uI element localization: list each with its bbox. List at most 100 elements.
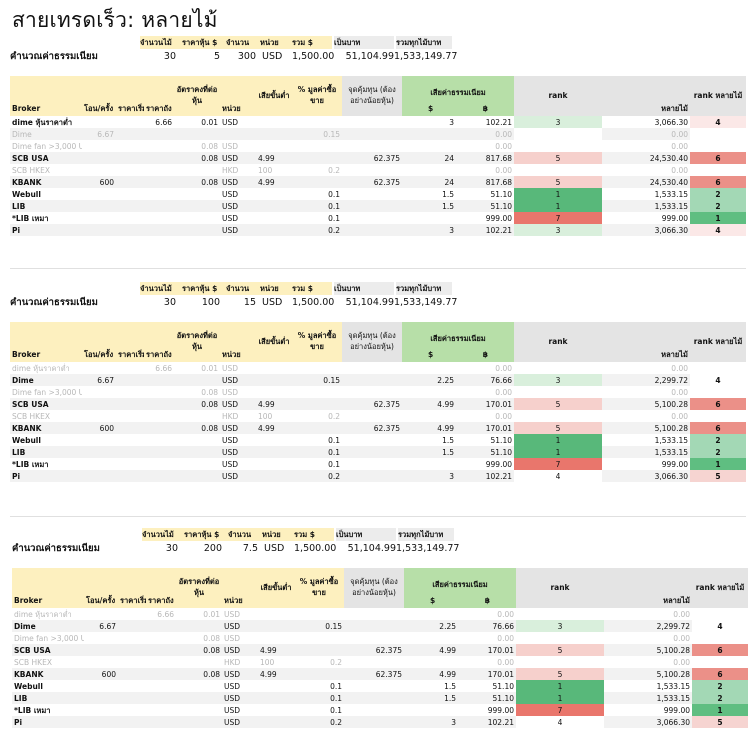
fee-thb-cell: 999.00 (485, 459, 512, 469)
col-fee-title: เสียค่าธรรมเนียม (432, 580, 488, 589)
min-loss-cell (256, 188, 292, 200)
summary-total: 1,500.00 (294, 543, 337, 554)
table-row: KBANK 600 0.08 USD 4.99 62.375 4.99 170.01 5 5,10… (10, 422, 746, 434)
per-order-cell (84, 656, 118, 668)
rate-cell: 0.08 (174, 176, 220, 188)
pct-cell (292, 422, 342, 434)
fee-block-1: จำนวนไม้ ราคาหุ้น $ จำนวน หน่วย รวม $ เป… (10, 36, 746, 236)
rank-cell (514, 410, 602, 422)
table-row: Pi USD 0.2 3 102.21 4 3,066.30 5 (10, 470, 746, 482)
col-fee-usd: $ (430, 596, 436, 605)
breakeven-cell (344, 656, 404, 668)
unit-cell: HKD (222, 411, 239, 421)
pct-cell: 0.1 (292, 200, 342, 212)
fee-thb-cell: 0.00 (495, 141, 512, 151)
rank-multi-cell: 6 (692, 668, 748, 680)
fee-thb-cell: 51.10 (490, 435, 512, 445)
multi-cell: 3,066.30 (602, 224, 690, 236)
pct-cell: 0.2 (292, 470, 342, 482)
broker-cell: Dime fan >3,000 USD (14, 633, 84, 643)
min-loss-cell (258, 704, 294, 716)
header-qty: จำนวน (228, 528, 262, 541)
summary-bar: จำนวนไม้ ราคาหุ้น $ จำนวน หน่วย รวม $ เป… (10, 282, 746, 314)
broker-cell: Webull (12, 435, 41, 445)
breakeven-cell (342, 434, 402, 446)
pct-cell: 0.1 (328, 189, 340, 199)
rate-cell (176, 656, 222, 668)
min-loss-cell: 100 (258, 411, 273, 421)
broker-cell: SCB USA (12, 644, 84, 656)
col-fee: เสียค่าธรรมเนียม $ ฿ (404, 568, 516, 608)
pct-cell: 0.15 (294, 620, 344, 632)
breakeven-cell (342, 140, 402, 152)
col-fee-thb: ฿ (484, 596, 490, 605)
summary-qty: 15 (243, 297, 256, 308)
col-pct: % มูลค่าซื้อขาย (292, 322, 342, 362)
min-price-cell (118, 668, 146, 680)
col-fee: เสียค่าธรรมเนียม $ ฿ (402, 322, 514, 362)
fee-usd-cell: 3 (449, 117, 454, 127)
multi-cell: 0.00 (673, 609, 690, 619)
min-loss-cell: 4.99 (256, 422, 292, 434)
rate-cell (176, 716, 222, 728)
fee-usd-cell (402, 140, 456, 152)
rank-multi-cell (690, 128, 746, 140)
pct-cell (292, 362, 342, 374)
broker-cell: LIB (10, 446, 82, 458)
breakeven-cell (344, 692, 404, 704)
multi-cell: 999.00 (661, 213, 688, 223)
fee-rows: dime หุ้นราคาต่ำ 6.66 0.01 USD 3 102.21 3 3,066… (10, 116, 746, 236)
col-min-price: ราคาเริ่ม (116, 322, 144, 362)
per-order-cell (82, 410, 116, 422)
col-price-per: ราคาถัง (144, 76, 174, 116)
table-row: Dime 6.67 USD 0.15 2.25 76.66 3 2,299.72 4 (10, 374, 746, 386)
price-per-cell (144, 224, 174, 236)
min-loss-cell (256, 470, 292, 482)
breakeven-cell (344, 716, 404, 728)
breakeven-cell (342, 470, 402, 482)
pct-cell (294, 632, 344, 644)
rate-cell (174, 212, 220, 224)
pct-cell (292, 140, 342, 152)
fee-usd-cell: 3 (404, 716, 458, 728)
rank-multi-cell: 5 (692, 716, 748, 728)
col-broker: Broker (12, 568, 84, 608)
col-broker: Broker (10, 76, 82, 116)
breakeven-cell (342, 374, 402, 386)
min-loss-cell: 4.99 (258, 668, 294, 680)
breakeven-cell: 62.375 (344, 668, 404, 680)
min-loss-cell: 100 (260, 657, 275, 667)
pct-cell: 0.2 (330, 657, 342, 667)
pct-cell: 0.15 (292, 374, 342, 386)
header-total: รวม $ (294, 528, 334, 541)
unit-cell: USD (222, 620, 258, 632)
summary-lots: 30 (163, 51, 176, 62)
per-order-cell (82, 212, 116, 224)
summary-unit: USD (262, 51, 283, 62)
fee-thb-cell: 76.66 (458, 620, 516, 632)
fee-block-2: จำนวนไม้ ราคาหุ้น $ จำนวน หน่วย รวม $ เป… (10, 282, 746, 482)
per-order-cell (84, 644, 118, 656)
pct-cell: 0.1 (294, 692, 344, 704)
broker-cell: KBANK (12, 668, 84, 680)
fee-thb-cell: 0.00 (497, 609, 514, 619)
price-per-cell (144, 410, 174, 422)
per-order-cell: 6.67 (84, 620, 118, 632)
pct-cell: 0.1 (330, 681, 342, 691)
multi-cell: 1,533.15 (602, 446, 690, 458)
header-qty: จำนวน (226, 282, 260, 295)
summary-price: 5 (213, 51, 220, 62)
header-unit: หน่วย (262, 528, 294, 541)
table-row: SCB USA 0.08 USD 4.99 62.375 24 817.68 5 24,530.… (10, 152, 746, 164)
per-order-cell: 600 (82, 176, 116, 188)
rank-multi-cell: 5 (690, 470, 746, 482)
per-order-cell (84, 680, 118, 692)
rank-cell: 7 (514, 212, 602, 224)
col-pct: % มูลค่าซื้อขาย (294, 568, 344, 608)
multi-cell: 0.00 (671, 141, 688, 151)
col-min-loss: เสียขั้นต่ำ (256, 76, 292, 116)
header-qty: จำนวน (226, 36, 260, 49)
price-per-cell (144, 446, 174, 458)
price-per-cell (144, 470, 174, 482)
per-order-cell (82, 116, 116, 128)
